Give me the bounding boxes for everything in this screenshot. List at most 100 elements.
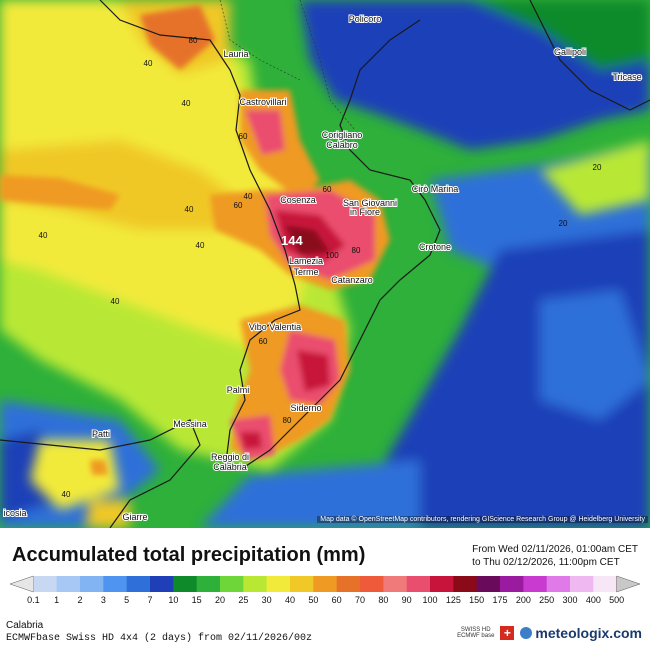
- contour-label: 40: [196, 241, 205, 250]
- city-label: Giarre: [122, 512, 147, 522]
- color-swatch: [196, 576, 221, 592]
- color-swatch: [80, 576, 104, 592]
- color-swatch: [570, 576, 594, 592]
- city-label: Lamezia: [289, 256, 323, 266]
- contour-label: 40: [182, 99, 191, 108]
- city-label: Siderno: [290, 403, 321, 413]
- city-labels: Policoro Gallipoli Tricase Lauria Castrovill…: [2, 13, 642, 523]
- city-label: Calabro: [326, 140, 358, 150]
- city-label: Reggio di: [211, 452, 249, 462]
- scale-tick-label: 0.1: [27, 595, 40, 605]
- contour-label: 100: [325, 251, 339, 260]
- color-swatch: [616, 575, 641, 593]
- color-swatch: [103, 576, 128, 592]
- scale-tick-label: 1: [54, 595, 60, 605]
- color-swatch: [406, 576, 431, 592]
- city-label: Cirò Marina: [412, 184, 459, 194]
- scale-tick-label: 250: [539, 595, 555, 605]
- meteologix-brand[interactable]: meteologix.com: [520, 625, 642, 641]
- contour-label: 20: [593, 163, 602, 172]
- color-swatch: [453, 576, 478, 592]
- city-label: Patti: [92, 429, 110, 439]
- city-label: Policoro: [349, 14, 382, 24]
- legend-title: Accumulated total precipitation (mm): [12, 544, 366, 566]
- contour-label: 80: [189, 36, 198, 45]
- color-swatch: [313, 576, 338, 592]
- color-swatch: [360, 576, 384, 592]
- color-swatch: [126, 576, 151, 592]
- contour-label: 40: [244, 192, 253, 201]
- coastline: [0, 0, 650, 528]
- model-info: ECMWFbase Swiss HD 4x4 (2 days) from 02/…: [6, 633, 313, 644]
- scale-tick-label: 25: [238, 595, 249, 605]
- contour-label: 40: [39, 231, 48, 240]
- city-label: Tricase: [612, 72, 641, 82]
- contour-label: 60: [239, 132, 248, 141]
- scale-tick-label: 175: [492, 595, 508, 605]
- swiss-flag-icon: +: [500, 626, 515, 640]
- precipitation-map: Policoro Gallipoli Tricase Lauria Castrovill…: [0, 0, 650, 528]
- scale-tick-label: 30: [261, 595, 272, 605]
- color-swatch: [56, 576, 81, 592]
- scale-tick-label: 7: [147, 595, 153, 605]
- color-swatch: [430, 576, 454, 592]
- color-swatch: [500, 576, 524, 592]
- map-attribution: Map data © OpenStreetMap contributors, r…: [317, 516, 648, 523]
- scale-tick-label: 500: [609, 595, 625, 605]
- color-swatch: [9, 575, 34, 593]
- max-value-label: 144: [281, 233, 303, 248]
- city-label: Lauria: [223, 49, 248, 59]
- scale-tick-label: 60: [331, 595, 342, 605]
- city-label: Corigliano: [322, 130, 363, 140]
- color-swatch: [220, 576, 244, 592]
- color-scale-ticks: 0.1 1 2 3 5 7 10 15 20 25 30 40 50 60 70 80 90 100 125 150 1…: [0, 595, 650, 609]
- city-label: icosia: [3, 508, 26, 518]
- scale-tick-label: 125: [445, 595, 461, 605]
- scale-tick-label: 50: [308, 595, 319, 605]
- color-swatch: [33, 576, 58, 592]
- color-scale-svg: [9, 575, 641, 593]
- scale-tick-label: 20: [214, 595, 226, 605]
- contour-label: 60: [259, 337, 268, 346]
- contour-label: 60: [234, 201, 243, 210]
- scale-tick-label: 15: [191, 595, 202, 605]
- color-scale-bar: [0, 573, 650, 595]
- color-swatch: [150, 576, 174, 592]
- color-swatch: [546, 576, 571, 592]
- contour-label: 40: [144, 59, 153, 68]
- color-swatch: [383, 576, 408, 592]
- color-swatch: [266, 576, 291, 592]
- contour-label: 20: [559, 219, 568, 228]
- scale-tick-label: 90: [401, 595, 412, 605]
- city-label: San Giovanni: [343, 198, 397, 208]
- color-swatch: [593, 576, 618, 592]
- city-label: Calabria: [213, 462, 247, 472]
- ecmwf-base-label: ECMWF base: [457, 633, 495, 639]
- scale-tick-label: 80: [378, 595, 389, 605]
- city-label: Gallipoli: [554, 47, 586, 57]
- city-label: Catanzaro: [331, 275, 373, 285]
- map-canvas: Policoro Gallipoli Tricase Lauria Castrovill…: [0, 0, 650, 528]
- logos: SWISS HD ECMWF base + meteologix.com: [457, 620, 642, 646]
- scale-tick-label: 2: [77, 595, 83, 605]
- city-label: Vibo Valentia: [249, 322, 301, 332]
- scale-tick-label: 5: [124, 595, 130, 605]
- swiss-hd-label: SWISS HD: [460, 627, 491, 633]
- color-swatch: [523, 576, 548, 592]
- scale-tick-label: 150: [469, 595, 485, 605]
- globe-icon: [520, 627, 533, 639]
- scale-tick-label: 3: [100, 595, 106, 605]
- scale-tick-label: 400: [585, 595, 601, 605]
- scale-tick-label: 100: [422, 595, 438, 605]
- region-name: Calabria: [6, 620, 44, 631]
- city-label: Cosenza: [280, 195, 316, 205]
- color-swatch: [476, 576, 501, 592]
- city-label: Messina: [173, 419, 207, 429]
- city-label: Castrovillari: [239, 97, 286, 107]
- contour-label: 80: [283, 416, 292, 425]
- precip-high-areas: [0, 5, 390, 475]
- city-label: Palmi: [227, 385, 250, 395]
- city-label: Terme: [293, 267, 318, 277]
- brand-label: meteologix.com: [535, 625, 642, 641]
